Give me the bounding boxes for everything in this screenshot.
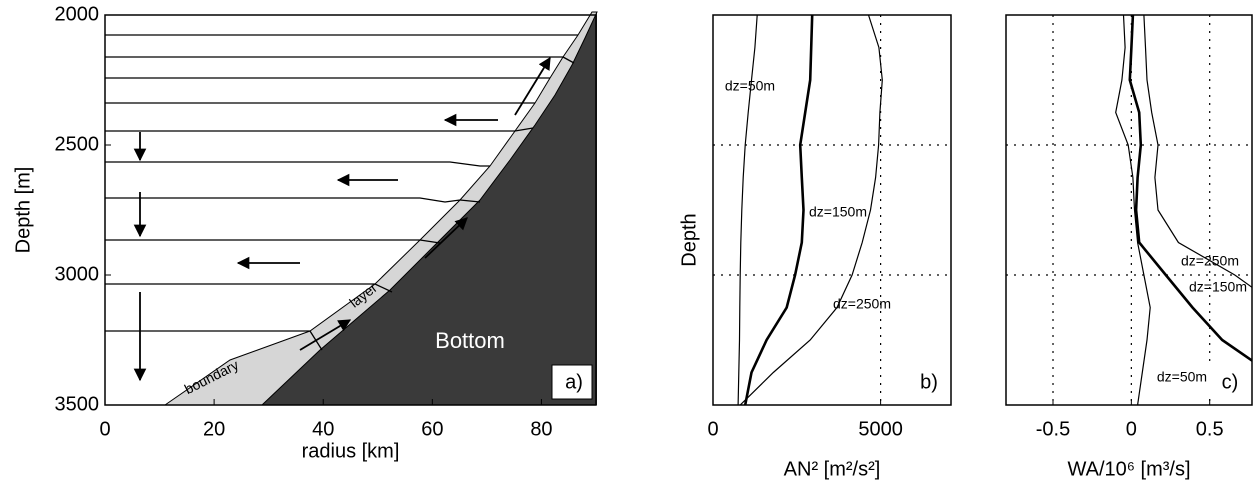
layer-tick [374, 283, 393, 293]
isopycnal [105, 197, 461, 203]
plot-frame [1005, 14, 1253, 406]
x-tick-label: 80 [530, 418, 552, 440]
x-tick-label: 20 [203, 418, 225, 440]
x-tick-label: 0 [707, 418, 718, 440]
data-line [1128, 15, 1252, 363]
data-line [1115, 15, 1151, 405]
series-label: dz=250m [833, 296, 891, 312]
layer-tick [562, 56, 575, 64]
y-tick-label: 2500 [55, 133, 100, 155]
y-axis-label: Depth [m] [12, 167, 34, 254]
x-tick-label: 0 [1126, 418, 1137, 440]
series-label: dz=50m [725, 78, 775, 94]
y-tick-label: 3500 [55, 393, 100, 415]
panel-label-box [551, 364, 593, 400]
layer-tick [419, 239, 441, 244]
schematic [105, 11, 598, 406]
arrow [299, 319, 352, 351]
layer-tick [459, 199, 481, 203]
arrow [424, 217, 468, 259]
panel-label: c) [1222, 371, 1239, 393]
data-line [739, 15, 883, 405]
layer-tick [514, 127, 534, 132]
x-tick-label: 5000 [858, 418, 903, 440]
x-axis-label: WA/10⁶ [m³/s] [1067, 458, 1190, 480]
isopycnal [105, 161, 490, 167]
x-tick-label: -0.5 [1036, 418, 1070, 440]
x-tick-label: 0 [99, 418, 110, 440]
panel-label: b) [920, 371, 938, 393]
y-axis-label: Depth [678, 213, 700, 266]
y-tick-label: 2000 [55, 3, 100, 25]
panel-label-box [907, 365, 947, 399]
data-line [737, 15, 758, 405]
annotation: Bottom [435, 328, 505, 353]
panel-label: a) [565, 371, 583, 393]
x-tick-label: 60 [421, 418, 443, 440]
series-label: dz=50m [1157, 369, 1207, 385]
series-label: dz=150m [1189, 279, 1247, 295]
plot-frame [104, 14, 597, 406]
arrow [514, 56, 551, 116]
data-line [743, 15, 814, 405]
arrows [133, 56, 551, 382]
data-line [1143, 15, 1252, 289]
series-label: dz=250m [1181, 253, 1239, 269]
x-axis-label: radius [km] [302, 440, 400, 462]
isopycnals [105, 34, 578, 332]
x-tick-label: 40 [312, 418, 334, 440]
y-tick-label: 3000 [55, 263, 100, 285]
bottom-fill [262, 12, 597, 405]
panel-label-box [1208, 365, 1248, 399]
x-axis-label: AN² [m²/s²] [784, 458, 881, 480]
plot-frame [712, 14, 952, 406]
series-label: dz=150m [809, 204, 867, 220]
x-tick-label: 0.5 [1196, 418, 1224, 440]
